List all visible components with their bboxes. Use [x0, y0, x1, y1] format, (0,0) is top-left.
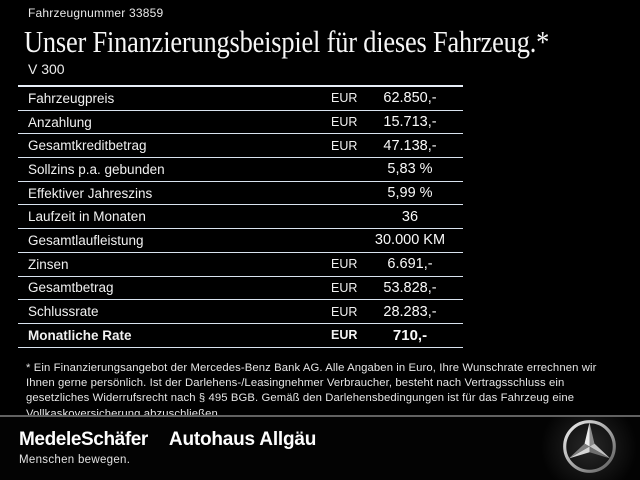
table-row: Gesamtbetrag EUR 53.828,-: [18, 277, 463, 301]
dealer-logo: MedeleSchäfer: [19, 429, 148, 450]
row-value: 47.138,-: [383, 137, 437, 154]
table-row: Monatliche Rate EUR 710,-: [18, 324, 463, 348]
financing-table: Fahrzeugpreis EUR 62.850,- Anzahlung EUR…: [18, 85, 463, 348]
row-label: Schlussrate: [28, 304, 99, 320]
row-currency: EUR: [331, 91, 358, 106]
row-value: 62.850,-: [383, 90, 437, 107]
row-label: Monatliche Rate: [28, 327, 132, 343]
row-value: 53.828,-: [383, 279, 437, 296]
table-row: Zinsen EUR 6.691,-: [18, 253, 463, 277]
table-row: Fahrzeugpreis EUR 62.850,-: [18, 87, 463, 111]
row-currency: EUR: [331, 280, 358, 295]
footer-divider: [0, 415, 640, 417]
row-label: Zinsen: [28, 256, 69, 272]
row-currency: EUR: [331, 115, 358, 130]
row-label: Gesamtlaufleistung: [28, 232, 144, 248]
row-value: 5,99 %: [387, 185, 433, 202]
table-row: Gesamtkreditbetrag EUR 47.138,-: [18, 134, 463, 159]
vehicle-model: V 300: [28, 61, 65, 77]
footer-bar: MedeleSchäfer Autohaus Allgäu Menschen b…: [0, 417, 640, 480]
page-title: Unser Finanzierungsbeispiel für dieses F…: [24, 24, 550, 59]
legal-footnote: * Ein Finanzierungsangebot der Mercedes-…: [26, 362, 597, 420]
row-label: Laufzeit in Monaten: [28, 209, 146, 225]
row-value: 36: [401, 208, 419, 225]
row-currency: EUR: [331, 138, 358, 153]
row-value: 30.000 KM: [374, 232, 446, 249]
dealer-name: Autohaus Allgäu: [168, 429, 317, 450]
table-row: Laufzeit in Monaten 36: [18, 205, 463, 230]
mercedes-star-icon: [561, 418, 618, 475]
row-label: Gesamtbetrag: [28, 280, 114, 296]
table-row: Sollzins p.a. gebunden 5,83 %: [18, 158, 463, 182]
row-value: 28.283,-: [383, 303, 437, 320]
row-value: 5,83 %: [387, 161, 433, 178]
row-currency: EUR: [331, 328, 358, 343]
table-row: Effektiver Jahreszins 5,99 %: [18, 182, 463, 206]
row-label: Gesamtkreditbetrag: [28, 138, 147, 154]
table-row: Schlussrate EUR 28.283,-: [18, 300, 463, 324]
row-label: Effektiver Jahreszins: [28, 185, 153, 201]
row-value: 710,-: [392, 326, 428, 344]
dealer-slogan: Menschen bewegen.: [19, 454, 131, 466]
table-row: Anzahlung EUR 15.713,-: [18, 111, 463, 135]
row-value: 6.691,-: [387, 256, 433, 273]
row-currency: EUR: [331, 257, 358, 272]
row-label: Anzahlung: [28, 114, 92, 130]
table-row: Gesamtlaufleistung 30.000 KM: [18, 229, 463, 253]
vehicle-number: Fahrzeugnummer 33859: [28, 6, 164, 20]
row-currency: EUR: [331, 304, 358, 319]
row-label: Sollzins p.a. gebunden: [28, 161, 165, 177]
row-label: Fahrzeugpreis: [28, 90, 115, 106]
row-value: 15.713,-: [383, 114, 437, 131]
